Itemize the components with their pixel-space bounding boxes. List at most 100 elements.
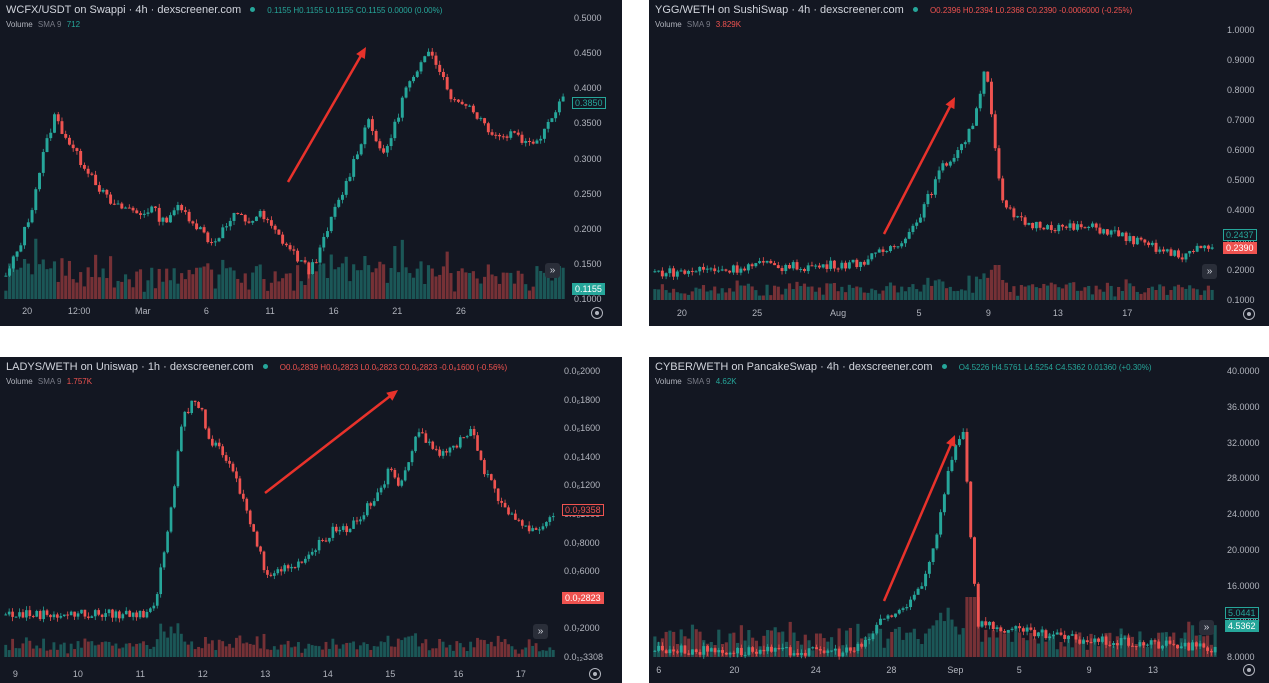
scroll-to-realtime-button[interactable]: » (545, 263, 560, 278)
candle-body (1059, 632, 1063, 635)
volume-bar (367, 265, 371, 299)
volume-bar (390, 646, 393, 657)
candle-body (683, 645, 687, 654)
volume-bar (1027, 285, 1031, 300)
scroll-to-realtime-button[interactable]: » (533, 624, 548, 639)
candle-body (1104, 636, 1108, 645)
volume-bar (475, 278, 479, 299)
volume-bar (67, 260, 72, 299)
candle-body (489, 474, 493, 481)
volume-bar (672, 631, 676, 657)
scroll-to-realtime-button[interactable]: » (1199, 620, 1214, 635)
volume-bar (382, 264, 386, 299)
volume-bar (856, 623, 860, 657)
volume-bar (728, 288, 732, 300)
volume-bar (420, 643, 424, 657)
volume-bar (855, 286, 859, 300)
volume-bar (542, 272, 546, 299)
settings-gear-icon[interactable] (591, 307, 603, 319)
candle-body (1018, 626, 1022, 629)
volume-bar (1038, 288, 1042, 300)
candle-body (240, 213, 243, 215)
candle-body (691, 649, 694, 655)
scroll-to-realtime-button[interactable]: » (1202, 264, 1217, 279)
volume-bar (191, 274, 195, 299)
volume-bar (956, 290, 960, 300)
candle-body (1040, 630, 1044, 633)
volume-bar (1124, 279, 1128, 300)
candle-body (930, 193, 934, 195)
volume-bar (117, 648, 121, 657)
volume-bar (131, 287, 135, 299)
candle-body (79, 151, 83, 166)
volume-bar (1042, 283, 1046, 300)
candle-body (717, 650, 721, 653)
volume-bar (527, 639, 531, 657)
candle-body (228, 460, 231, 464)
candle-body (1164, 640, 1168, 646)
candle-body (18, 612, 21, 617)
candle-body (355, 154, 359, 160)
candle-body (773, 647, 777, 652)
candle-body (664, 273, 668, 277)
candle-body (847, 262, 851, 269)
volume-bar (1175, 646, 1180, 657)
volume-bar (1081, 639, 1086, 657)
candle-body (1072, 223, 1076, 230)
candle-body (1112, 643, 1116, 646)
candle-body (890, 615, 894, 617)
settings-gear-icon[interactable] (1243, 664, 1255, 676)
volume-bar (146, 280, 150, 299)
candle-body (954, 445, 958, 460)
candle-body (545, 521, 548, 527)
volume-bar (464, 272, 468, 299)
volume-bar (916, 638, 920, 657)
volume-bar (803, 634, 807, 657)
volume-label: Volume (655, 377, 682, 386)
candle-body (198, 227, 202, 230)
candle-body (304, 558, 307, 563)
volume-bar (1059, 641, 1063, 657)
settings-gear-icon[interactable] (589, 668, 601, 680)
volume-bar (1195, 289, 1199, 300)
candle-body (1132, 236, 1136, 245)
settings-gear-icon[interactable] (1243, 308, 1255, 320)
candle-body (286, 565, 290, 569)
volume-bar (660, 284, 664, 300)
volume-bar (851, 287, 855, 300)
candle-body (946, 470, 950, 495)
candle-body (1183, 642, 1187, 647)
volume-bar (288, 273, 292, 299)
candle-body (300, 561, 304, 563)
volume-bar (7, 650, 11, 657)
candle-body (1206, 245, 1210, 249)
candle-body (709, 648, 713, 652)
volume-bar (1090, 294, 1095, 300)
candle-body (1083, 227, 1087, 229)
candle-body (210, 242, 214, 244)
volume-bar (150, 267, 154, 299)
candle-body (1042, 227, 1046, 230)
volume-bar (1100, 639, 1104, 657)
chart-panel-cyber: CYBER/WETH on PancakeSwap · 4h · dexscre… (649, 357, 1269, 683)
volume-bar (806, 286, 810, 300)
candle-body (724, 652, 728, 655)
candle-body (769, 260, 773, 264)
candle-body (773, 263, 777, 266)
volume-bar (431, 648, 435, 657)
chart-title: LADYS/WETH on Uniswap · 1h · dexscreener… (6, 361, 254, 373)
candle-body (4, 614, 8, 616)
volume-bar (520, 273, 524, 299)
candle-body (25, 610, 28, 618)
volume-bar (903, 291, 908, 300)
candle-body (561, 96, 565, 102)
candle-body (299, 260, 303, 262)
volume-bar (870, 288, 874, 300)
candle-body (679, 270, 683, 272)
volume-bar (896, 292, 900, 300)
candle-body (290, 566, 293, 569)
volume-legend: Volume SMA 9 3.829K (655, 20, 741, 29)
volume-bar (878, 628, 883, 657)
volume-bar (162, 631, 166, 657)
candle-body (796, 653, 800, 655)
